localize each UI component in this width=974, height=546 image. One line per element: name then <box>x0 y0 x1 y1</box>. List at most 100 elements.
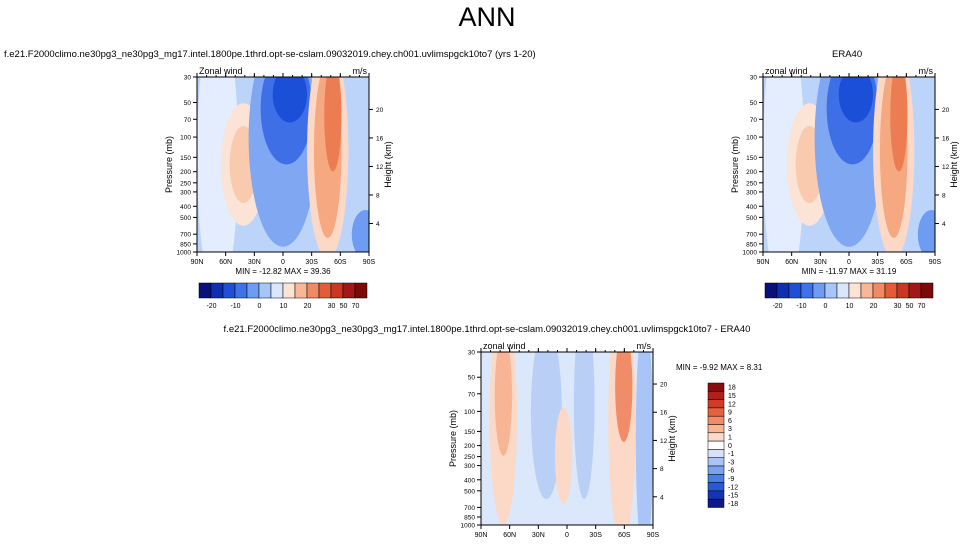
colorbar-box <box>707 432 725 442</box>
colorbar-label: -10 <box>796 303 806 310</box>
diff-nh-negative <box>530 352 562 500</box>
sh-surface-easterly <box>351 210 369 252</box>
y-tick-label: 200 <box>464 443 475 450</box>
stats-label: MIN = -12.82 MAX = 39.36 <box>235 267 331 276</box>
colorbar-box <box>707 490 725 500</box>
colorbar-box <box>707 457 725 467</box>
x-tick-label: 60S <box>900 259 913 266</box>
colorbar-box <box>908 282 922 299</box>
x-tick-label: 90N <box>475 532 488 539</box>
colorbar-box <box>824 282 838 299</box>
colorbar-label: 15 <box>728 393 736 400</box>
colorbar-box <box>258 282 272 299</box>
era40-zonal-wind-chart: zonal wind m/s 90N 60N 30N 0 30S 60S 90S 30 50 70 10… <box>730 66 959 310</box>
colorbar-box <box>920 282 934 299</box>
colorbar-box <box>306 282 320 299</box>
x-tick-label: 0 <box>281 259 285 266</box>
colorbar-label: -20 <box>206 303 216 310</box>
diff-sh-negative <box>635 352 653 525</box>
colorbar-box <box>282 282 296 299</box>
x-tick-label: 0 <box>847 259 851 266</box>
diff-eq-negative <box>573 352 595 500</box>
colorbar-label: 10 <box>846 303 854 310</box>
colorbar-box <box>872 282 886 299</box>
colorbar-label: 20 <box>870 303 878 310</box>
y-tick-label: 850 <box>746 241 757 248</box>
colorbar-box <box>836 282 850 299</box>
colorbar-label: -20 <box>772 303 782 310</box>
y-tick-label: 150 <box>180 155 191 162</box>
colorbar-box <box>707 498 725 508</box>
stats-label: MIN = -11.97 MAX = 31.19 <box>802 267 897 276</box>
y-tick-label: 100 <box>464 409 475 416</box>
colorbar-label: -3 <box>728 459 734 466</box>
x-tick-label: 30S <box>305 259 318 266</box>
colorbar-box <box>234 282 248 299</box>
y-tick-label: 30 <box>750 75 758 82</box>
y-tick-label: 50 <box>184 100 192 107</box>
diff-nh-positive-core <box>494 352 512 456</box>
x-tick-label: 30S <box>589 532 602 539</box>
y2-tick-label: 12 <box>660 438 668 445</box>
y-tick-label: 300 <box>746 189 757 196</box>
height-axis-title: Height (km) <box>383 141 393 188</box>
field-layer <box>197 77 369 252</box>
height-axis-title: Height (km) <box>949 141 959 188</box>
y-tick-label: 500 <box>746 215 757 222</box>
y-tick-label: 500 <box>464 488 475 495</box>
units-label: m/s <box>919 66 934 76</box>
y2-tick-label: 12 <box>376 164 384 171</box>
colorbar-label: 18 <box>728 385 736 392</box>
colorbar-label: 30 <box>894 303 902 310</box>
colorbar-label: -9 <box>728 476 734 483</box>
colorbar-label: 50 <box>340 303 348 310</box>
y2-tick-label: 8 <box>942 192 946 199</box>
x-tick-label: 90S <box>647 532 660 539</box>
tropical-easterly-core <box>838 77 874 123</box>
colorbar-box <box>294 282 308 299</box>
colorbar-label: 0 <box>824 303 828 310</box>
y-tick-label: 300 <box>464 463 475 470</box>
x-tick-label: 30N <box>814 259 827 266</box>
x-tick-label: 60N <box>503 532 516 539</box>
y-tick-label: 70 <box>468 391 476 398</box>
colorbar-label: 9 <box>728 410 732 417</box>
colorbar-box <box>884 282 898 299</box>
y-tick-label: 250 <box>180 180 191 187</box>
field-layer <box>481 352 653 525</box>
y-tick-label: 1000 <box>177 250 192 257</box>
x-tick-label: 90S <box>363 259 376 266</box>
y2-tick-label: 4 <box>376 221 380 228</box>
y-tick-label: 400 <box>464 477 475 484</box>
colorbar-box <box>707 415 725 425</box>
colorbar-box <box>800 282 814 299</box>
colorbar-box <box>764 282 778 299</box>
colorbar-box <box>707 407 725 417</box>
y-tick-label: 700 <box>746 232 757 239</box>
x-tick-label: 30N <box>248 259 261 266</box>
colorbar-box <box>812 282 826 299</box>
y2-tick-label: 20 <box>942 107 950 114</box>
colorbar-label: -15 <box>728 493 738 500</box>
colorbar-label: 3 <box>728 426 732 433</box>
colorbar-box <box>788 282 802 299</box>
stats-label: MIN = -9.92 MAX = 8.31 <box>676 363 763 372</box>
colorbar-label: -6 <box>728 468 734 475</box>
colorbar-label: 6 <box>728 418 732 425</box>
colorbar-box <box>707 465 725 475</box>
y2-tick-label: 4 <box>942 221 946 228</box>
y-tick-label: 150 <box>746 155 757 162</box>
colorbar-label: 70 <box>352 303 360 310</box>
colorbar-label: 50 <box>906 303 914 310</box>
units-label: m/s <box>637 341 652 351</box>
colorbar-label: 20 <box>304 303 312 310</box>
field-layer <box>763 77 935 252</box>
colorbar-label: 70 <box>918 303 926 310</box>
colorbar-label: 1 <box>728 434 732 441</box>
colorbar-label: -10 <box>230 303 240 310</box>
units-label: m/s <box>353 66 368 76</box>
x-tick-label: 90S <box>929 259 942 266</box>
height-axis-title: Height (km) <box>667 415 677 462</box>
colorbar-box <box>354 282 368 299</box>
